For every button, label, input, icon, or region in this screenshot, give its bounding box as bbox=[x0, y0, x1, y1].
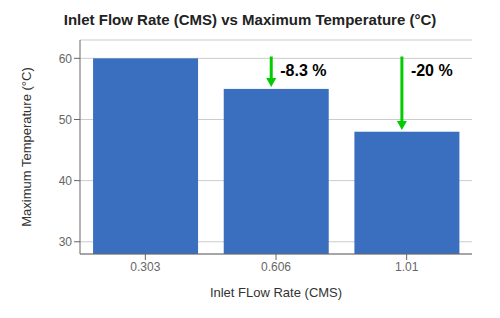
svg-text:Inlet FLow Rate (CMS): Inlet FLow Rate (CMS) bbox=[210, 285, 342, 300]
svg-text:1.01: 1.01 bbox=[395, 260, 419, 274]
svg-text:0.606: 0.606 bbox=[261, 260, 291, 274]
svg-text:30: 30 bbox=[59, 235, 73, 249]
svg-text:0.303: 0.303 bbox=[130, 260, 160, 274]
svg-text:60: 60 bbox=[59, 52, 73, 66]
svg-text:40: 40 bbox=[59, 174, 73, 188]
svg-text:-20 %: -20 % bbox=[411, 62, 453, 79]
svg-text:50: 50 bbox=[59, 113, 73, 127]
html-text:Inlet Flow Rate (CMS) vs Maxim: Inlet Flow Rate (CMS) vs Maximum Tempera… bbox=[63, 11, 437, 28]
svg-text:Maximum Temperature (°C): Maximum Temperature (°C) bbox=[19, 67, 34, 227]
svg-text:-8.3 %: -8.3 % bbox=[280, 62, 326, 79]
